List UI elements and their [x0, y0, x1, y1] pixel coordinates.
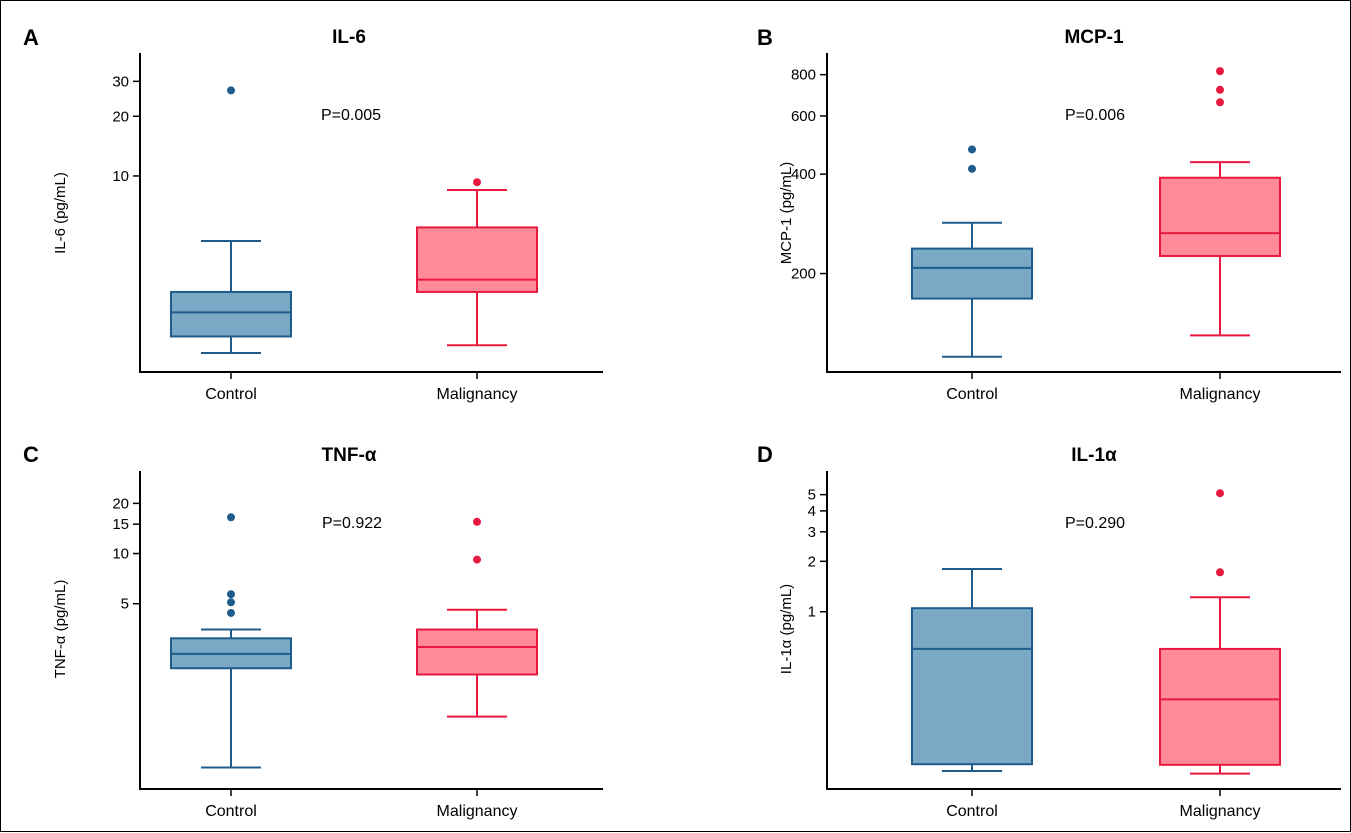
x-tick-label: Control — [946, 386, 998, 403]
panel-a: A IL-6 10 20 30 IL-6 (pg/mL) P=0.005 Control Mal… — [23, 25, 603, 403]
y-tick-label: 200 — [791, 266, 816, 283]
y-tick-label: 10 — [112, 168, 129, 185]
panel-title: MCP-1 — [1064, 27, 1124, 48]
y-tick-label: 1 — [808, 604, 816, 621]
x-tick-label: Malignancy — [1180, 803, 1261, 820]
panel-letter: A — [23, 25, 39, 50]
outlier-point — [473, 517, 481, 526]
box-control: Control — [911, 567, 1033, 820]
outlier-point — [1216, 67, 1224, 76]
y-axis-label: MCP-1 (pg/mL) — [778, 162, 795, 265]
outlier-point — [473, 555, 481, 564]
box-malignancy: Malignancy — [416, 178, 538, 403]
y-tick-label: 5 — [121, 596, 129, 613]
iqr-box — [1159, 647, 1281, 766]
y-tick-label: 15 — [112, 516, 129, 533]
outlier-point — [473, 178, 481, 187]
outlier-point — [1216, 489, 1224, 498]
p-value-annotation: P=0.290 — [1065, 515, 1125, 532]
y-tick-label: 400 — [791, 166, 816, 183]
box-malignancy: Malignancy — [1159, 67, 1281, 403]
outlier-point — [227, 590, 235, 599]
y-axis-label: TNF-α (pg/mL) — [52, 580, 69, 679]
iqr-box — [911, 607, 1033, 766]
p-value-annotation: P=0.006 — [1065, 107, 1125, 124]
panel-d: D IL-1α 1 2 3 45 IL-1α (pg/mL) P=0.290 Control Ma… — [757, 442, 1341, 820]
iqr-box — [1159, 176, 1281, 258]
y-tick-label: 5 — [808, 487, 816, 504]
iqr-box — [911, 247, 1033, 300]
panel-b: B MCP-1 200 400 600 800 MCP-1 (pg/mL) P=0.006 Co… — [757, 25, 1341, 403]
outlier-point — [1216, 85, 1224, 94]
panel-c: C TNF-α 5 10 15 20 TNF-α (pg/mL) P=0.922 Control… — [23, 442, 603, 820]
y-tick-label: 20 — [112, 108, 129, 125]
y-tick-label: 600 — [791, 108, 816, 125]
panel-letter: C — [23, 442, 39, 467]
x-tick-label: Malignancy — [437, 803, 518, 820]
outlier-point — [227, 513, 235, 522]
x-tick-label: Control — [205, 386, 257, 403]
y-tick-label: 20 — [112, 495, 129, 512]
y-axis-label: IL-1α (pg/mL) — [778, 584, 795, 674]
p-value-annotation: P=0.005 — [321, 107, 381, 124]
y-tick-label: 30 — [112, 73, 129, 90]
iqr-box — [170, 290, 292, 338]
outlier-point — [227, 608, 235, 617]
box-malignancy: Malignancy — [1159, 489, 1281, 820]
panel-title: TNF-α — [322, 445, 377, 466]
panel-letter: D — [757, 442, 773, 467]
box-control: Control — [170, 86, 292, 403]
outlier-point — [968, 164, 976, 173]
panel-letter: B — [757, 25, 773, 50]
y-tick-label: 4 — [808, 503, 816, 520]
y-tick-label: 10 — [112, 546, 129, 563]
outlier-point — [968, 145, 976, 154]
outlier-point — [1216, 568, 1224, 577]
x-tick-label: Control — [946, 803, 998, 820]
iqr-box — [416, 628, 538, 676]
iqr-box — [416, 226, 538, 293]
box-control: Control — [170, 513, 292, 820]
y-axis-label: IL-6 (pg/mL) — [52, 172, 69, 254]
x-tick-label: Malignancy — [1180, 386, 1261, 403]
panel-title: IL-6 — [332, 27, 366, 48]
box-malignancy: Malignancy — [416, 517, 538, 820]
panel-title: IL-1α — [1071, 445, 1117, 466]
y-tick-label: 800 — [791, 67, 816, 84]
p-value-annotation: P=0.922 — [322, 515, 382, 532]
outlier-point — [227, 86, 235, 95]
y-tick-label: 3 — [808, 524, 816, 541]
y-tick-label: 2 — [808, 553, 816, 570]
outlier-point — [1216, 98, 1224, 107]
x-tick-label: Malignancy — [437, 386, 518, 403]
outlier-point — [227, 598, 235, 607]
box-control: Control — [911, 145, 1033, 403]
x-tick-label: Control — [205, 803, 257, 820]
